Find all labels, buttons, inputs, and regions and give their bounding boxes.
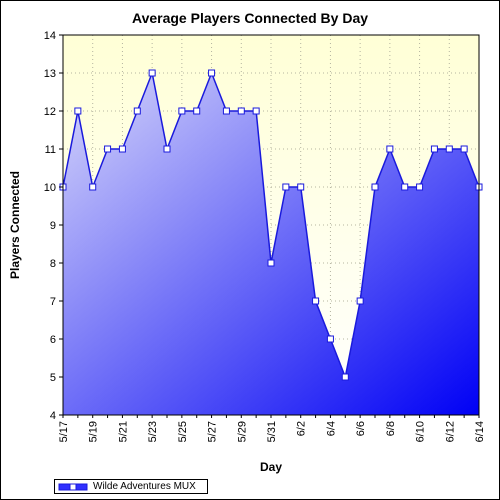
x-tick-label: 5/27 [207,421,219,442]
data-point-marker [386,145,394,153]
data-point-marker [252,107,260,115]
y-tick-label: 7 [50,296,56,308]
x-tick-label: 5/17 [58,421,70,442]
data-point-marker [356,297,364,305]
data-point-marker [208,69,216,77]
data-point-marker [430,145,438,153]
x-tick-label: 6/2 [296,421,308,436]
data-point-marker [401,183,409,191]
y-tick-label: 11 [45,144,56,156]
x-tick-label: 6/10 [415,421,427,442]
x-tick-label: 5/31 [266,421,278,442]
data-point-marker [178,107,186,115]
data-point-marker [267,259,275,267]
y-tick-label: 9 [50,220,56,232]
x-tick-label: 5/29 [236,421,248,442]
data-point-marker [222,107,230,115]
y-tick-label: 10 [44,182,56,194]
data-point-marker [282,183,290,191]
y-tick-label: 8 [50,258,56,270]
data-point-marker [74,107,82,115]
x-tick-label: 6/6 [355,421,367,436]
data-point-marker [341,373,349,381]
data-point-marker [133,107,141,115]
y-tick-label: 14 [44,30,56,42]
data-point-marker [297,183,305,191]
y-tick-label: 13 [44,68,56,80]
data-point-marker [237,107,245,115]
x-tick-label: 5/21 [117,421,129,442]
legend-swatch-icon [58,483,88,490]
x-tick-label: 6/8 [385,421,397,436]
data-point-marker [148,69,156,77]
data-point-marker [193,107,201,115]
y-tick-label: 6 [50,334,56,346]
data-point-marker [163,145,171,153]
y-tick-label: 5 [50,372,56,384]
x-axis-label: Day [259,460,282,474]
data-point-marker [416,183,424,191]
x-tick-label: 6/14 [474,421,486,442]
y-tick-label: 4 [50,410,56,422]
data-point-marker [104,145,112,153]
data-point-marker [312,297,320,305]
x-tick-label: 5/19 [88,421,100,442]
y-axis-label: Players Connected [8,170,22,280]
data-point-marker [326,335,334,343]
series-area-fill [63,73,479,415]
x-tick-label: 6/4 [325,421,337,436]
legend-label: Wilde Adventures MUX [93,481,196,492]
x-tick-label: 5/23 [147,421,159,442]
legend: Wilde Adventures MUX [54,479,208,494]
y-tick-label: 12 [44,106,56,118]
data-point-marker [371,183,379,191]
data-point-marker [89,183,97,191]
data-point-marker [118,145,126,153]
chart-title: Average Players Connected By Day [131,10,369,26]
x-tick-label: 5/25 [177,421,189,442]
data-point-marker [445,145,453,153]
data-point-marker [460,145,468,153]
x-tick-label: 6/12 [444,421,456,442]
